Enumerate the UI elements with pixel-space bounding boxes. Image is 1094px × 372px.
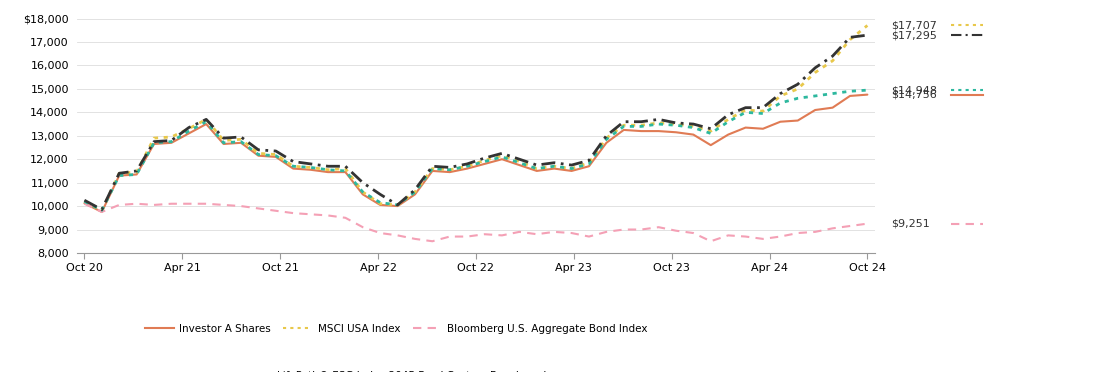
Text: $14,756: $14,756 bbox=[892, 90, 936, 100]
Text: $14,948: $14,948 bbox=[892, 85, 938, 95]
Text: $17,295: $17,295 bbox=[892, 30, 938, 40]
Text: $17,707: $17,707 bbox=[892, 20, 938, 31]
Text: $9,251: $9,251 bbox=[892, 219, 930, 229]
